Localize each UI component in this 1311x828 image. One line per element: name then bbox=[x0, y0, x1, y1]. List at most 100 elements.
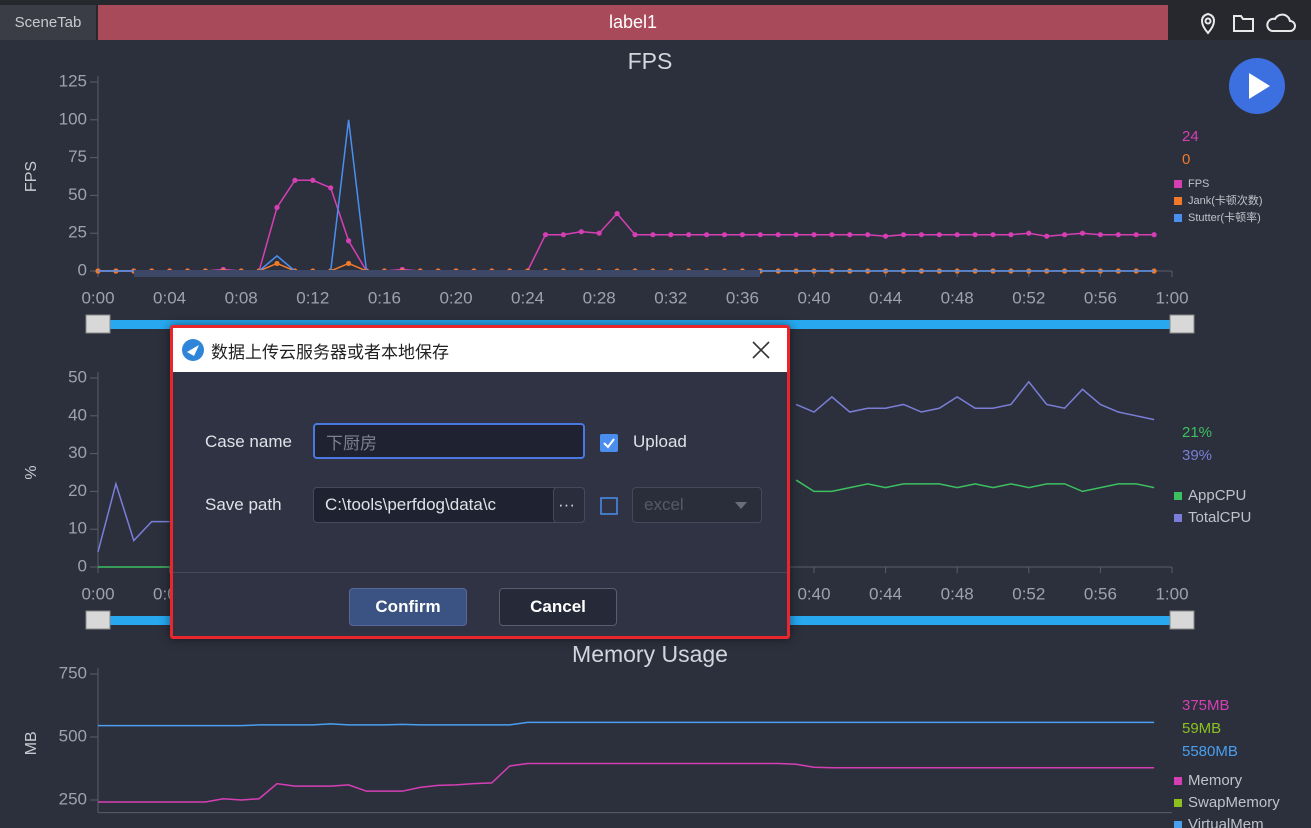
confirm-button[interactable]: Confirm bbox=[349, 588, 467, 626]
x-tick-label: 0:20 bbox=[439, 288, 472, 307]
data-point bbox=[1097, 232, 1103, 238]
legend-swatch bbox=[1174, 180, 1182, 188]
browse-button[interactable]: ··· bbox=[553, 487, 585, 523]
data-point bbox=[829, 232, 835, 238]
legend-swatch bbox=[1174, 514, 1182, 522]
close-button[interactable] bbox=[751, 340, 771, 360]
data-point bbox=[310, 177, 316, 183]
legend-swatch bbox=[1174, 777, 1182, 785]
legend-swatch bbox=[1174, 214, 1182, 222]
legend-label: Stutter(卡顿率) bbox=[1188, 210, 1261, 224]
dialog-title: 数据上传云服务器或者本地保存 bbox=[211, 342, 449, 362]
y-tick-label: 500 bbox=[59, 726, 87, 745]
data-point bbox=[757, 232, 763, 238]
legend-swatch bbox=[1174, 799, 1182, 807]
y-tick-label: 40 bbox=[68, 405, 87, 424]
data-point bbox=[560, 232, 567, 238]
dialog-title-bar: 数据上传云服务器或者本地保存 bbox=[173, 328, 787, 372]
x-tick-label: 0:48 bbox=[941, 584, 974, 603]
data-point bbox=[847, 232, 853, 238]
y-tick-label: 0 bbox=[78, 260, 87, 279]
x-tick-label: 1:00 bbox=[1155, 288, 1188, 307]
slider-handle[interactable] bbox=[85, 610, 111, 630]
folder-icon[interactable] bbox=[1233, 15, 1254, 32]
data-point bbox=[596, 230, 602, 236]
legend-label: AppCPU bbox=[1188, 487, 1246, 504]
data-point bbox=[1151, 232, 1157, 238]
current-value: 24 bbox=[1182, 128, 1199, 145]
data-point bbox=[542, 232, 549, 238]
y-tick-label: 75 bbox=[68, 147, 87, 166]
format-checkbox[interactable] bbox=[600, 497, 618, 515]
series-line bbox=[98, 179, 1155, 272]
legend-label: FPS bbox=[1188, 178, 1209, 190]
series-line bbox=[98, 262, 1155, 272]
x-tick-label: 0:24 bbox=[511, 288, 544, 307]
cloud-icon[interactable] bbox=[1266, 13, 1296, 32]
data-point bbox=[1133, 232, 1139, 238]
data-point bbox=[614, 210, 620, 217]
data-point bbox=[775, 232, 781, 238]
data-point bbox=[972, 232, 978, 238]
slider-handle[interactable] bbox=[1169, 610, 1195, 630]
legend-swatch bbox=[1174, 821, 1182, 828]
data-point bbox=[328, 185, 334, 191]
x-tick-label: 0:52 bbox=[1012, 584, 1045, 603]
data-point bbox=[883, 233, 889, 239]
data-point bbox=[793, 232, 799, 238]
x-tick-label: 0:52 bbox=[1012, 288, 1045, 307]
data-point bbox=[1079, 230, 1086, 236]
data-point bbox=[274, 260, 280, 267]
y-tick-label: 20 bbox=[68, 481, 87, 500]
save-dialog: 数据上传云服务器或者本地保存 Case name 下厨房 Upload Save… bbox=[170, 325, 790, 639]
x-tick-label: 0:40 bbox=[797, 288, 830, 307]
x-tick-label: 0:40 bbox=[797, 584, 830, 603]
divider bbox=[173, 572, 787, 573]
slider[interactable] bbox=[85, 314, 1195, 334]
format-select[interactable]: excel bbox=[632, 487, 762, 523]
x-tick-label: 0:28 bbox=[583, 288, 616, 307]
x-tick-label: 0:12 bbox=[296, 288, 329, 307]
case-input[interactable]: 下厨房 bbox=[313, 423, 585, 459]
x-tick-label: 0:32 bbox=[654, 288, 687, 307]
x-tick-label: 0:00 bbox=[81, 584, 114, 603]
y-tick-label: 100 bbox=[59, 109, 87, 128]
scene-tab[interactable] bbox=[0, 5, 96, 40]
data-point bbox=[292, 177, 298, 183]
slider-handle[interactable] bbox=[85, 314, 111, 334]
slider-handle[interactable] bbox=[1169, 314, 1195, 334]
slider-track bbox=[100, 320, 1180, 329]
data-point bbox=[721, 232, 728, 238]
series-line bbox=[98, 479, 1155, 568]
data-point bbox=[346, 260, 352, 267]
x-tick-label: 0:36 bbox=[726, 288, 759, 307]
data-point bbox=[1026, 230, 1032, 236]
y-tick-label: 750 bbox=[59, 663, 87, 682]
y-tick-label: 30 bbox=[68, 443, 87, 462]
series-line bbox=[98, 119, 1155, 272]
data-point bbox=[1062, 232, 1068, 238]
upload-checkbox[interactable] bbox=[600, 434, 618, 452]
cancel-button[interactable]: Cancel bbox=[499, 588, 617, 626]
legend-label: VirtualMem bbox=[1188, 816, 1264, 828]
toolbar-icons[interactable] bbox=[1201, 12, 1296, 35]
current-value: 21% bbox=[1182, 424, 1212, 441]
y-axis-label: FPS bbox=[23, 161, 40, 192]
current-value: 39% bbox=[1182, 447, 1212, 464]
data-point bbox=[918, 232, 925, 238]
data-point bbox=[704, 232, 710, 238]
location-icon[interactable] bbox=[1201, 12, 1215, 35]
play-icon bbox=[1249, 73, 1270, 99]
series-line bbox=[98, 721, 1155, 727]
y-tick-label: 10 bbox=[68, 519, 87, 538]
path-input[interactable]: C:\tools\perfdog\data\c bbox=[313, 487, 585, 523]
x-tick-label: 0:56 bbox=[1084, 584, 1117, 603]
current-value: 0 bbox=[1182, 151, 1190, 168]
label-text: label1 bbox=[609, 12, 657, 32]
case-label: Case name bbox=[205, 432, 292, 451]
series-line bbox=[97, 380, 1155, 553]
data-point bbox=[865, 232, 871, 238]
data-point bbox=[650, 232, 656, 238]
